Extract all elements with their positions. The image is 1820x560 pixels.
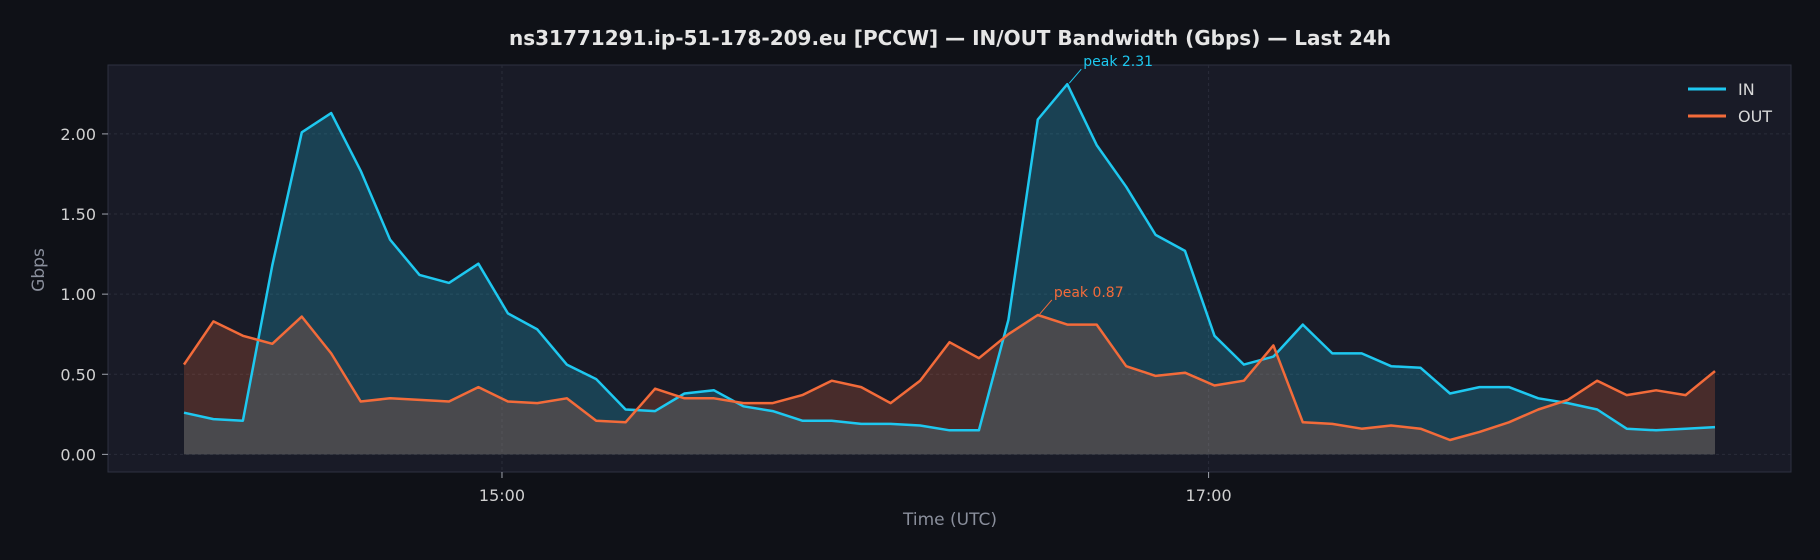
y-tick-label: 0.50 xyxy=(60,365,96,384)
peak-annotation-out: peak 0.87 xyxy=(1054,285,1124,301)
chart-title: ns31771291.ip-51-178-209.eu [PCCW] — IN/… xyxy=(509,26,1391,50)
series-lines xyxy=(182,82,1716,442)
y-tick-label: 1.00 xyxy=(60,285,96,304)
y-axis-label: Gbps xyxy=(29,248,49,292)
legend: IN OUT xyxy=(1688,80,1772,126)
y-tick-label: 2.00 xyxy=(60,125,96,144)
y-axis-ticks: 0.00 0.50 1.00 1.50 2.00 xyxy=(60,125,108,464)
x-tick-label: 15:00 xyxy=(479,486,525,505)
grid-lines xyxy=(108,65,1791,472)
series-areas xyxy=(184,84,1715,455)
peak-annotation-in: peak 2.31 xyxy=(1083,54,1153,70)
annotation-leader xyxy=(1039,299,1053,315)
y-tick-label: 0.00 xyxy=(60,445,96,464)
line-out xyxy=(182,313,1716,442)
annotation-leader xyxy=(1068,68,1082,84)
legend-label-in: IN xyxy=(1738,80,1755,99)
area-out xyxy=(184,315,1715,455)
x-tick-label: 17:00 xyxy=(1186,486,1232,505)
x-axis-label: Time (UTC) xyxy=(902,510,997,530)
area-in xyxy=(184,84,1715,455)
y-tick-label: 1.50 xyxy=(60,205,96,224)
legend-label-out: OUT xyxy=(1738,107,1772,126)
peak-annotations: peak 2.31 peak 0.87 xyxy=(1039,54,1153,315)
x-axis-ticks: 15:00 17:00 xyxy=(479,472,1232,505)
plot-area xyxy=(107,64,1792,473)
line-in xyxy=(183,82,1716,432)
